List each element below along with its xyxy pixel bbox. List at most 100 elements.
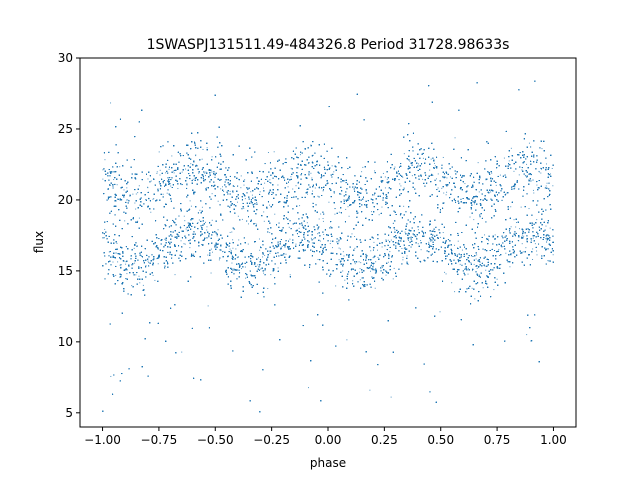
data-point	[230, 250, 232, 252]
data-point	[229, 231, 231, 233]
data-point	[394, 229, 396, 231]
data-point	[152, 274, 154, 276]
data-point	[526, 163, 528, 165]
data-point	[159, 174, 161, 176]
data-point	[365, 190, 367, 192]
data-point	[536, 250, 538, 252]
data-point	[104, 159, 106, 161]
data-point	[112, 185, 114, 187]
data-point	[240, 175, 242, 177]
data-point	[420, 249, 422, 251]
data-point	[330, 226, 332, 228]
data-point	[285, 244, 287, 246]
data-point	[471, 270, 473, 272]
data-point	[110, 102, 112, 104]
data-point	[482, 287, 484, 289]
data-point	[125, 261, 127, 263]
data-point	[322, 220, 324, 222]
data-point	[498, 255, 500, 257]
data-point	[518, 174, 520, 176]
data-point	[240, 187, 242, 189]
data-point	[263, 272, 265, 274]
data-point	[552, 185, 554, 187]
data-point	[264, 270, 266, 272]
data-point	[443, 192, 445, 194]
data-point	[306, 188, 308, 190]
data-point	[545, 163, 547, 165]
data-point	[422, 157, 424, 159]
data-point	[505, 252, 507, 254]
data-point	[138, 275, 140, 277]
data-point	[297, 167, 299, 169]
data-point	[417, 229, 419, 231]
data-point	[285, 253, 287, 255]
data-point	[410, 236, 412, 238]
data-point	[478, 274, 480, 276]
data-point	[138, 185, 140, 187]
data-point	[102, 178, 104, 180]
data-point	[359, 268, 361, 270]
data-point	[430, 240, 432, 242]
data-point	[135, 193, 137, 195]
data-point	[168, 168, 170, 170]
data-point	[475, 258, 477, 260]
data-point	[530, 239, 532, 241]
data-point	[131, 285, 133, 287]
data-point	[173, 172, 175, 174]
data-point	[218, 259, 220, 261]
data-point	[439, 236, 441, 238]
data-point	[156, 258, 158, 260]
data-point	[540, 167, 542, 169]
data-point	[186, 230, 188, 232]
data-point	[156, 171, 158, 173]
data-point	[201, 244, 203, 246]
data-point	[318, 218, 320, 220]
data-point	[389, 251, 391, 253]
data-point	[185, 168, 187, 170]
data-point	[112, 185, 114, 187]
data-point	[320, 213, 322, 215]
data-point	[348, 198, 350, 200]
data-point	[220, 188, 222, 190]
data-point	[277, 243, 279, 245]
data-point	[370, 250, 372, 252]
data-point	[102, 169, 104, 171]
data-point	[458, 248, 459, 250]
data-point	[113, 179, 115, 181]
data-point	[372, 257, 374, 259]
data-point	[442, 156, 444, 158]
data-point	[551, 167, 553, 169]
data-point	[432, 174, 434, 176]
data-point	[370, 211, 372, 213]
data-point	[536, 184, 538, 186]
data-point	[269, 181, 270, 183]
data-point	[476, 267, 478, 269]
data-point	[461, 249, 463, 251]
data-point	[343, 199, 345, 201]
data-point	[290, 176, 292, 178]
data-point	[528, 208, 530, 210]
data-point	[491, 199, 493, 201]
data-point	[520, 206, 522, 208]
data-point	[323, 247, 325, 249]
data-point	[210, 248, 212, 250]
data-point	[434, 165, 436, 167]
data-point	[164, 238, 166, 240]
data-point	[484, 234, 486, 236]
data-point	[402, 259, 404, 261]
data-point	[295, 243, 297, 245]
data-point	[526, 334, 528, 336]
data-point	[490, 191, 492, 193]
data-point	[139, 282, 141, 284]
data-point	[232, 247, 234, 249]
data-point	[127, 199, 129, 201]
data-point	[384, 176, 386, 178]
data-point	[134, 262, 136, 264]
data-point	[552, 254, 554, 256]
data-point	[148, 262, 150, 264]
data-point	[289, 238, 291, 240]
data-point	[318, 186, 320, 188]
data-point	[238, 239, 240, 241]
data-point	[206, 229, 208, 231]
data-point	[206, 147, 208, 149]
